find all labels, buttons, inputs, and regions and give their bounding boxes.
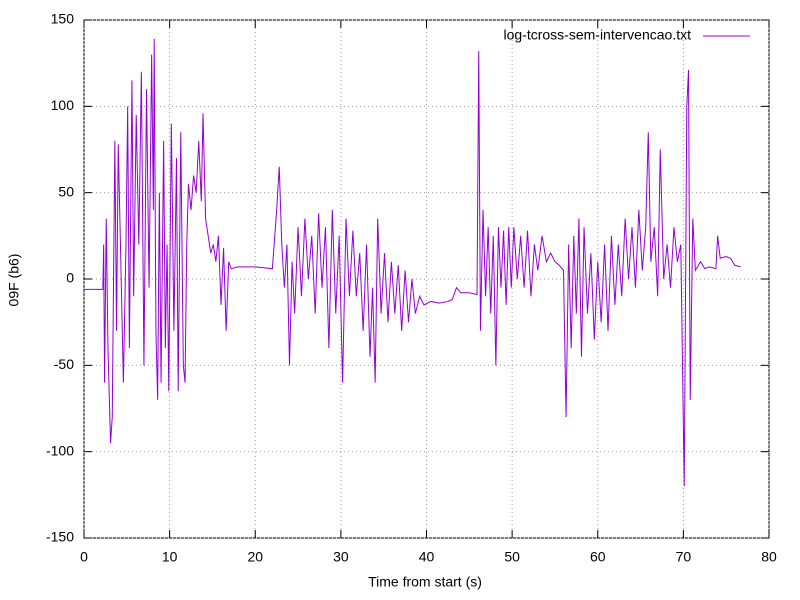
y-tick-label: 150	[51, 11, 75, 27]
x-tick-label: 70	[676, 549, 692, 565]
data-line	[84, 38, 741, 487]
x-tick-label: 50	[504, 549, 520, 565]
x-tick-label: 40	[419, 549, 435, 565]
x-axis-label: Time from start (s)	[368, 574, 482, 590]
y-axis-label: 09F (b6)	[6, 254, 22, 307]
y-tick-label: -150	[46, 529, 74, 545]
x-tick-label: 0	[80, 549, 88, 565]
y-tick-label: 100	[51, 97, 75, 113]
x-tick-label: 80	[761, 549, 777, 565]
x-tick-label: 10	[162, 549, 178, 565]
legend-label: log-tcross-sem-intervencao.txt	[503, 27, 691, 43]
y-tick-label: -100	[46, 442, 74, 458]
y-tick-label: -50	[54, 356, 74, 372]
x-tick-label: 20	[247, 549, 263, 565]
x-tick-label: 60	[590, 549, 606, 565]
y-tick-label: 50	[58, 183, 74, 199]
y-tick-label: 0	[66, 270, 74, 286]
x-tick-label: 30	[333, 549, 349, 565]
